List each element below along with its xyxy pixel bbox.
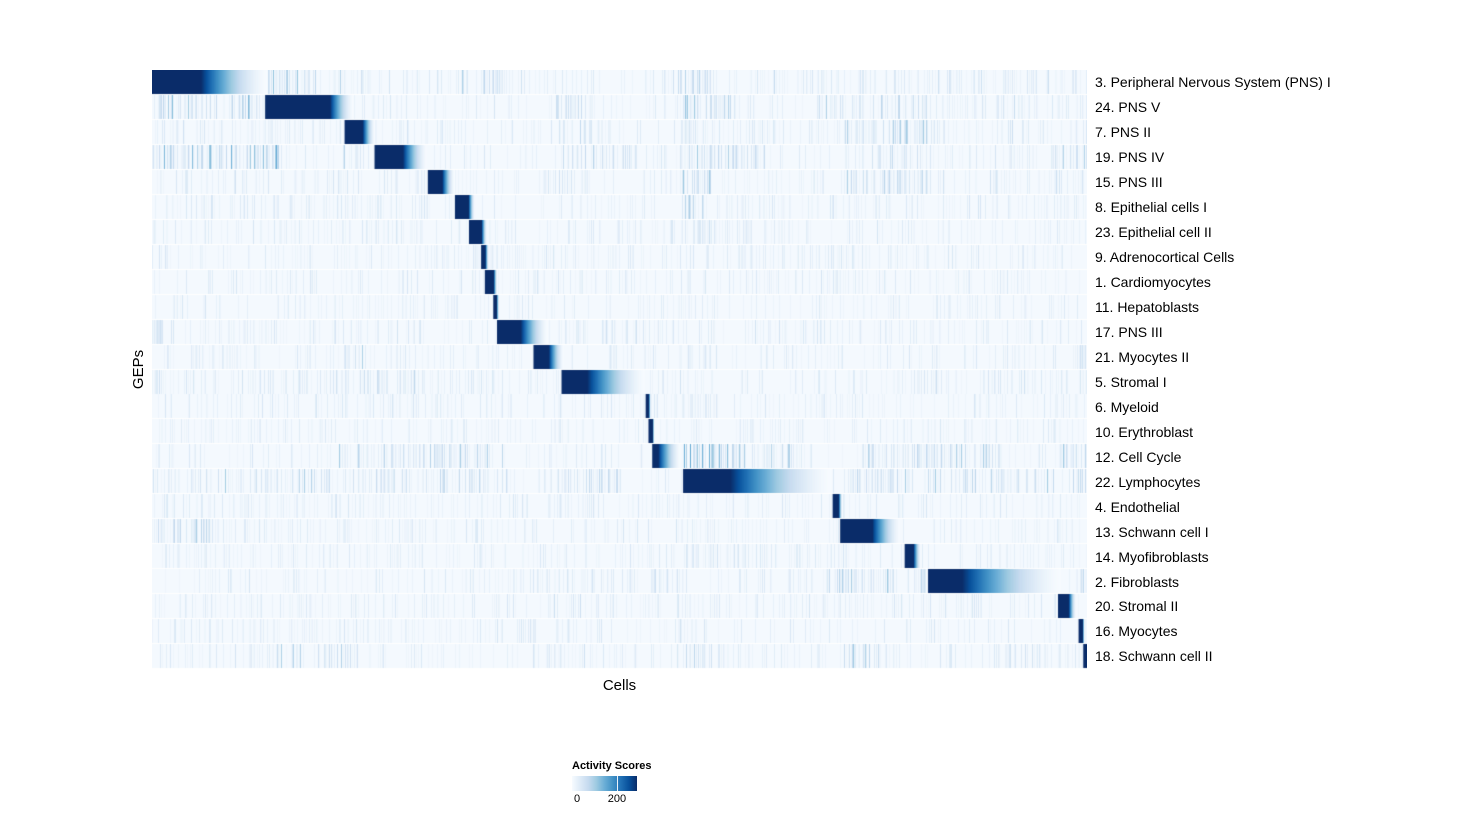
- row-label: 1. Cardiomyocytes: [1095, 274, 1211, 291]
- heatmap-plot-area: [152, 70, 1087, 669]
- row-label: 18. Schwann cell II: [1095, 648, 1213, 665]
- legend-title: Activity Scores: [572, 760, 652, 772]
- color-legend: Activity Scores 0 200: [572, 760, 652, 806]
- legend-gradient-bar: [572, 776, 637, 791]
- row-label: 2. Fibroblasts: [1095, 573, 1180, 590]
- row-label: 15. PNS III: [1095, 174, 1163, 191]
- row-label: 23. Epithelial cell II: [1095, 224, 1212, 241]
- row-label: 7. PNS II: [1095, 124, 1152, 141]
- row-label: 11. Hepatoblasts: [1095, 299, 1200, 316]
- row-label: 5. Stromal I: [1095, 373, 1167, 390]
- row-label: 10. Erythroblast: [1095, 423, 1194, 440]
- row-label: 3. Peripheral Nervous System (PNS) I: [1095, 74, 1331, 91]
- legend-tick-label: 0: [573, 793, 581, 805]
- row-label: 24. PNS V: [1095, 99, 1161, 116]
- heatmap-canvas: [152, 70, 1087, 669]
- row-label: 14. Myofibroblasts: [1095, 548, 1209, 565]
- row-label: 17. PNS III: [1095, 324, 1163, 340]
- row-label: 21. Myocytes II: [1095, 348, 1190, 365]
- legend-tick-label: 200: [607, 793, 627, 805]
- row-label: 9. Adrenocortical Cells: [1095, 249, 1235, 266]
- legend-tick-labels: 0 200: [572, 793, 637, 806]
- y-axis-title-text: GEPs: [130, 349, 148, 390]
- y-axis-title: GEPs: [126, 70, 152, 669]
- row-label: 22. Lymphocytes: [1095, 473, 1201, 490]
- row-label: 4. Endothelial: [1095, 498, 1180, 515]
- row-label: 13. Schwann cell I: [1095, 523, 1209, 540]
- row-label: 16. Myocytes: [1095, 623, 1178, 640]
- legend-tick-mark: [616, 776, 619, 791]
- x-axis-title: Cells: [602, 677, 637, 694]
- row-label: 8. Epithelial cells I: [1095, 199, 1208, 216]
- row-label: 20. Stromal II: [1095, 598, 1179, 615]
- row-label: 19. PNS IV: [1095, 149, 1165, 166]
- row-label: 6. Myeloid: [1095, 398, 1159, 415]
- row-labels: 3. Peripheral Nervous System (PNS) I 24. …: [1095, 70, 1445, 669]
- row-label: 12. Cell Cycle: [1095, 448, 1182, 465]
